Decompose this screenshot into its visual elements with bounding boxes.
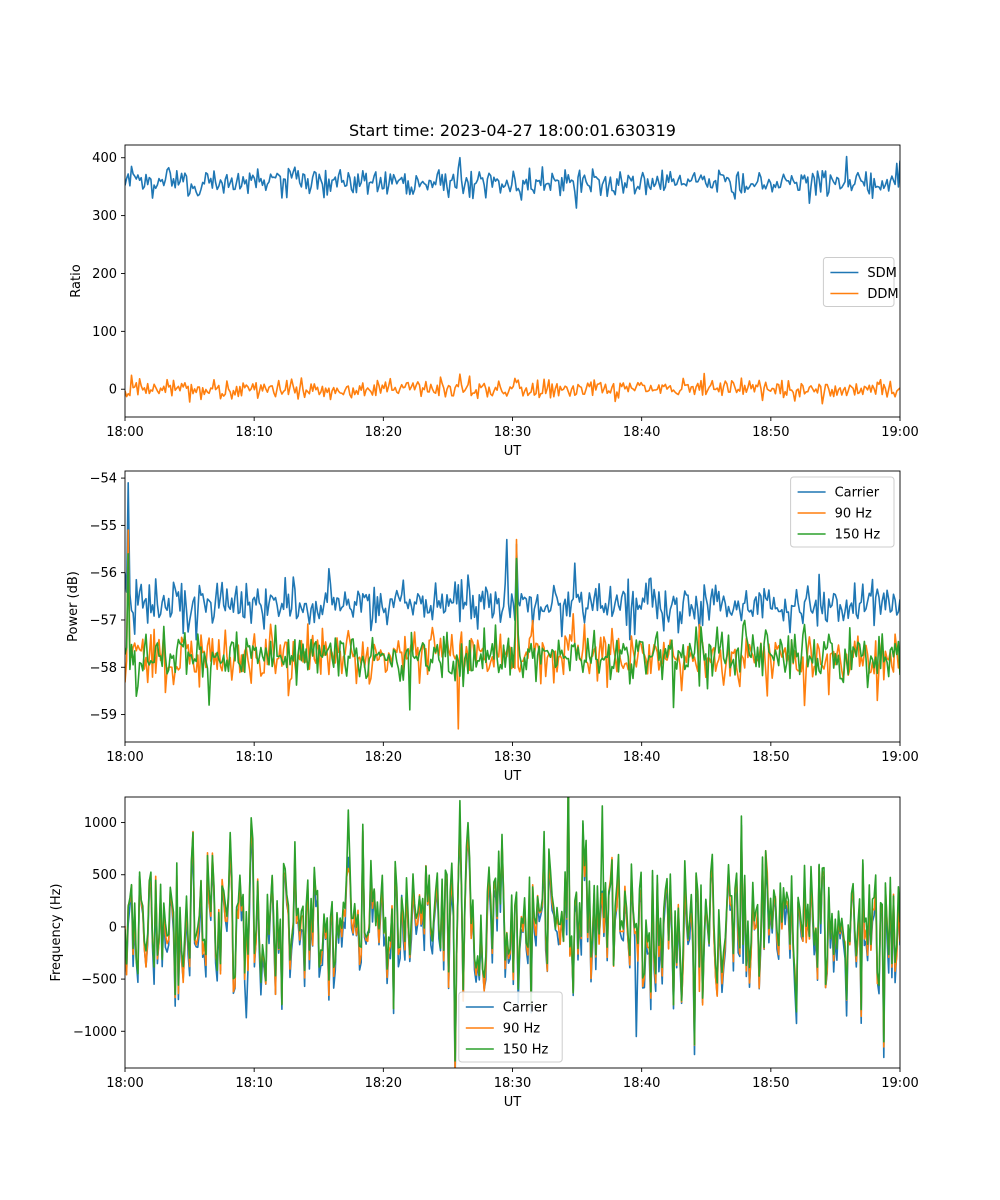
y-axis-label: Ratio xyxy=(69,264,84,297)
legend-frame xyxy=(458,991,563,1063)
y-tick-label: 100 xyxy=(92,325,117,340)
subplot-1: 18:00 18:10 18:20 18:30 18:40 18:50 19:00 0 100 2… xyxy=(69,144,919,459)
legend-label: 150 Hz xyxy=(835,528,881,543)
x-tick-label: 19:00 xyxy=(881,425,918,440)
series-line-sdm xyxy=(125,155,900,209)
legend: Carrier 90 Hz 150 Hz xyxy=(790,476,895,548)
series-line-150-hz xyxy=(125,553,900,711)
y-tick-label: 0 xyxy=(109,920,117,935)
x-tick-label: 19:00 xyxy=(881,750,918,765)
y-tick-label: 300 xyxy=(92,209,117,224)
x-tick-label: 18:50 xyxy=(752,1076,789,1091)
y-tick-label: −57 xyxy=(90,613,117,628)
x-tick-label: 18:10 xyxy=(235,425,272,440)
x-tick-label: 18:50 xyxy=(752,425,789,440)
subplot-2: 18:00 18:10 18:20 18:30 18:40 18:50 19:00 −54 −5… xyxy=(66,470,919,784)
axes-layer: 18:00 18:10 18:20 18:30 18:40 18:50 19:00 0 100 2… xyxy=(49,144,919,1110)
y-tick-label: −56 xyxy=(90,566,117,581)
x-tick-label: 18:20 xyxy=(365,425,402,440)
x-tick-label: 18:30 xyxy=(494,1076,531,1091)
y-tick-label: 200 xyxy=(92,267,117,282)
legend-label: 150 Hz xyxy=(503,1043,549,1058)
x-axis-label: UT xyxy=(504,769,522,784)
y-tick-label: −54 xyxy=(90,472,117,487)
x-tick-label: 18:20 xyxy=(365,1076,402,1091)
series-line-ddm xyxy=(125,372,900,405)
legend-label: DDM xyxy=(867,287,898,302)
x-tick-label: 18:20 xyxy=(365,750,402,765)
legend-label: Carrier xyxy=(835,486,880,501)
legend-label: 90 Hz xyxy=(835,507,872,522)
series-group xyxy=(125,155,900,405)
x-tick-label: 18:00 xyxy=(106,750,143,765)
y-tick-label: −55 xyxy=(90,519,117,534)
x-tick-label: 19:00 xyxy=(881,1076,918,1091)
legend: Carrier 90 Hz 150 Hz xyxy=(458,991,563,1063)
figure-title: Start time: 2023-04-27 18:00:01.630319 xyxy=(349,121,676,140)
y-axis-label: Power (dB) xyxy=(66,571,81,642)
x-tick-label: 18:40 xyxy=(623,1076,660,1091)
legend-label: Carrier xyxy=(503,1001,548,1016)
x-axis-label: UT xyxy=(504,444,522,459)
series-group xyxy=(125,482,900,730)
legend-label: SDM xyxy=(867,266,896,281)
legend-label: 90 Hz xyxy=(503,1022,540,1037)
y-tick-label: 0 xyxy=(109,383,117,398)
x-tick-label: 18:30 xyxy=(494,425,531,440)
series-line-150-hz xyxy=(125,797,900,1062)
legend: SDM DDM xyxy=(822,257,899,307)
y-tick-label: −59 xyxy=(90,708,117,723)
y-tick-label: −1000 xyxy=(73,1025,117,1040)
y-tick-label: −58 xyxy=(90,661,117,676)
axes-frame xyxy=(124,470,901,743)
y-tick-label: 400 xyxy=(92,151,117,166)
x-tick-label: 18:00 xyxy=(106,1076,143,1091)
x-tick-label: 18:00 xyxy=(106,425,143,440)
y-axis-label: Frequency (Hz) xyxy=(49,883,64,981)
series-line-90-hz xyxy=(125,529,900,730)
x-tick-label: 18:10 xyxy=(235,1076,272,1091)
x-axis-label: UT xyxy=(504,1095,522,1110)
x-tick-label: 18:40 xyxy=(623,750,660,765)
x-tick-label: 18:50 xyxy=(752,750,789,765)
x-tick-label: 18:10 xyxy=(235,750,272,765)
series-group xyxy=(125,797,900,1068)
y-tick-label: 1000 xyxy=(84,816,117,831)
legend-frame xyxy=(790,476,895,548)
series-line-carrier xyxy=(125,482,900,641)
x-tick-label: 18:30 xyxy=(494,750,531,765)
y-tick-label: −500 xyxy=(81,973,117,988)
subplot-3: 18:00 18:10 18:20 18:30 18:40 18:50 19:00 1000 5… xyxy=(49,796,919,1110)
y-tick-label: 500 xyxy=(92,868,117,883)
x-tick-label: 18:40 xyxy=(623,425,660,440)
